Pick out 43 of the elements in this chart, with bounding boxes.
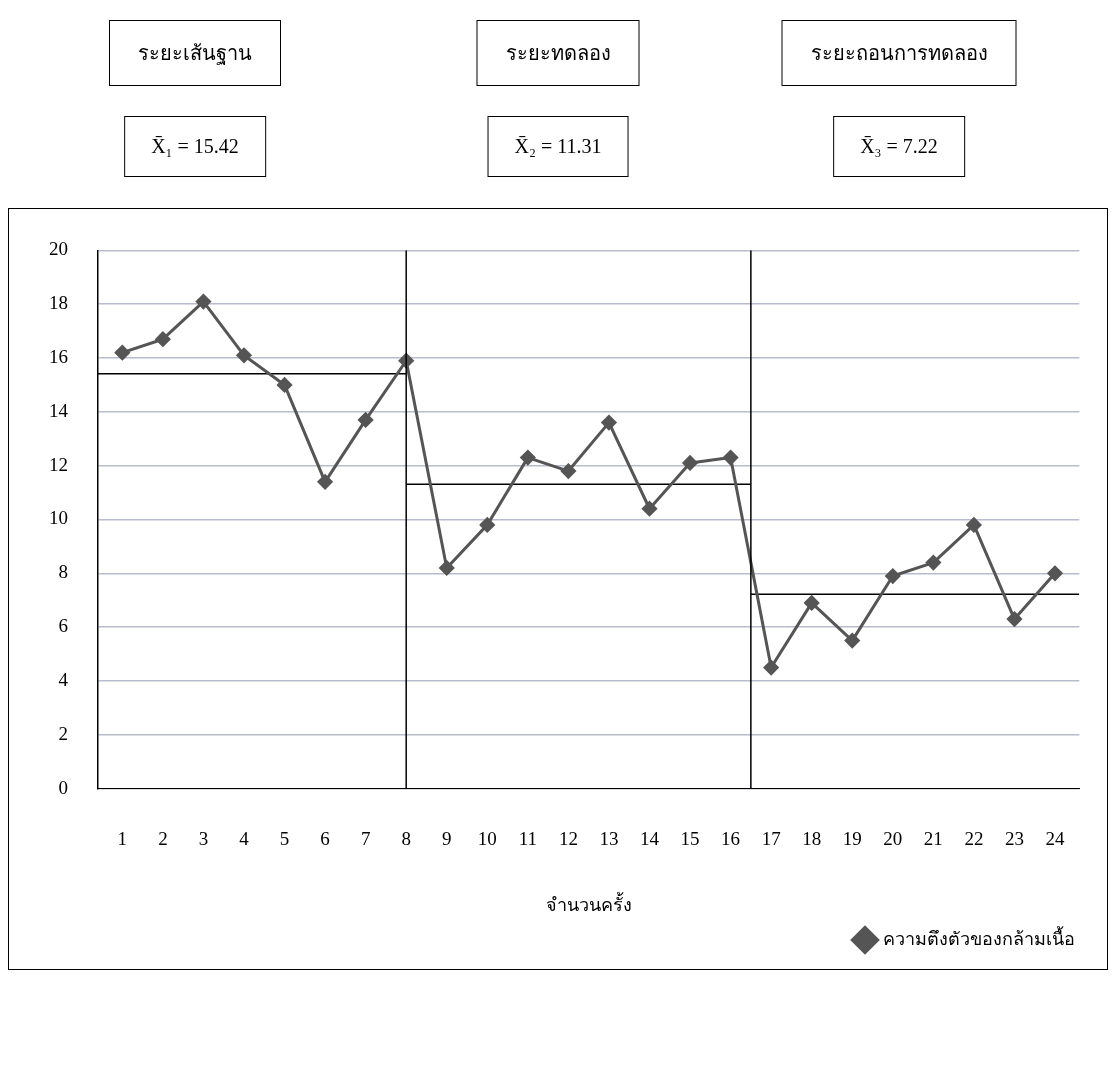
y-tick-label: 2: [58, 722, 68, 744]
x-tick-label: 16: [721, 827, 741, 849]
x-axis-title: จำนวนครั้ง: [545, 891, 632, 915]
text: ระยะถอนการทดลอง: [781, 20, 1017, 86]
y-tick-label: 4: [58, 668, 69, 690]
text: ระยะเส้นฐาน: [109, 20, 281, 86]
x-tick-label: 14: [639, 827, 660, 849]
text: X̄₁ = 15.42: [124, 116, 266, 177]
x-tick-label: 8: [401, 827, 411, 849]
x-tick-label: 1: [117, 827, 128, 849]
x-tick-label: 19: [842, 827, 862, 849]
x-tick-label: 21: [923, 827, 943, 849]
x-tick-label: 11: [518, 827, 537, 849]
x-tick-label: 7: [360, 827, 371, 849]
x-tick-label: 20: [883, 827, 903, 849]
x-tick-label: 6: [320, 827, 330, 849]
x-tick-label: 15: [680, 827, 700, 849]
x-tick-label: 2: [158, 827, 168, 849]
y-tick-label: 0: [58, 776, 68, 798]
y-tick-label: 14: [49, 399, 69, 421]
x-tick-label: 9: [441, 827, 452, 849]
x-tick-label: 13: [599, 827, 619, 849]
y-tick-label: 18: [49, 292, 68, 314]
x-tick-label: 5: [279, 827, 290, 849]
y-tick-label: 16: [49, 346, 68, 368]
x-tick-label: 24: [1045, 827, 1065, 849]
x-tick-label: 18: [802, 827, 822, 849]
y-tick-label: 20: [49, 238, 68, 260]
text: X̄₃ = 7.22: [833, 116, 965, 177]
x-tick-label: 4: [239, 827, 250, 849]
y-tick-label: 12: [49, 453, 68, 475]
text: X̄₂ = 11.31: [487, 116, 629, 177]
x-tick-label: 12: [558, 827, 578, 849]
x-tick-label: 23: [1004, 827, 1024, 849]
legend-label: ความตึงตัวของกล้ามเนื้อ: [883, 925, 1075, 949]
y-tick-label: 6: [58, 615, 68, 637]
x-tick-label: 17: [761, 827, 781, 849]
x-tick-label: 3: [198, 827, 209, 849]
text: ระยะทดลอง: [476, 20, 640, 86]
x-tick-label: 22: [964, 827, 984, 849]
x-tick-label: 10: [477, 827, 497, 849]
y-tick-label: 10: [49, 507, 68, 529]
y-tick-label: 8: [58, 561, 68, 583]
